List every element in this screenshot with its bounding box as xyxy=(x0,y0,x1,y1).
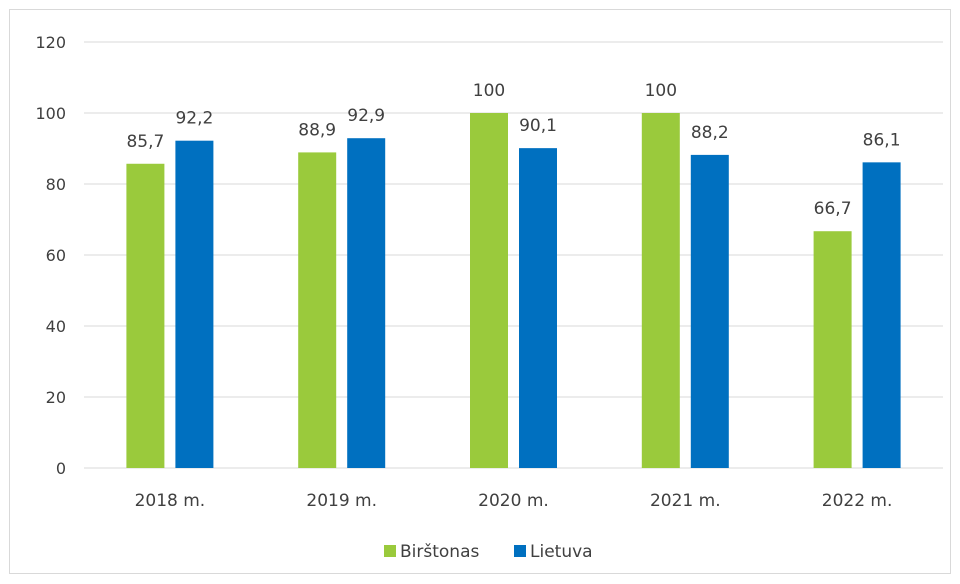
data-label: 86,1 xyxy=(863,130,901,150)
x-category-label: 2020 m. xyxy=(478,491,549,511)
x-category-label: 2021 m. xyxy=(650,491,721,511)
data-label: 85,7 xyxy=(126,132,164,152)
bar-birstonas xyxy=(298,152,337,468)
data-label: 66,7 xyxy=(814,199,852,219)
data-labels: 85,7 92,2 88,9 92,9 100 90,1 100 88,2 66,7 86,1 xyxy=(126,81,900,219)
data-label: 92,2 xyxy=(175,109,213,129)
bar-birstonas xyxy=(641,113,680,468)
legend: Birštonas Lietuva xyxy=(384,542,593,562)
x-category-label: 2019 m. xyxy=(306,491,377,511)
bar-birstonas xyxy=(813,231,852,468)
legend-swatch-lietuva xyxy=(514,545,526,557)
legend-label: Birštonas xyxy=(400,542,479,562)
y-tick-label: 0 xyxy=(56,459,66,478)
data-label: 88,9 xyxy=(298,120,336,140)
x-category-label: 2022 m. xyxy=(822,491,893,511)
bar-lietuva xyxy=(347,138,386,468)
bar-birstonas xyxy=(470,113,508,468)
x-category-label: 2018 m. xyxy=(135,491,206,511)
y-tick-label: 80 xyxy=(46,175,66,194)
data-label: 100 xyxy=(473,81,505,101)
gridlines xyxy=(84,41,943,469)
data-label: 100 xyxy=(645,81,677,101)
legend-swatch-birstonas xyxy=(384,545,396,557)
y-tick-label: 20 xyxy=(46,388,66,407)
bar-lietuva xyxy=(862,162,901,468)
bar-birstonas xyxy=(126,163,165,468)
y-tick-label: 120 xyxy=(35,33,66,52)
bars xyxy=(126,113,901,468)
x-axis-category-labels: 2018 m. 2019 m. 2020 m. 2021 m. 2022 m. xyxy=(135,491,893,511)
y-tick-label: 60 xyxy=(46,246,66,265)
data-label: 92,9 xyxy=(347,106,385,126)
bar-lietuva xyxy=(690,154,729,468)
data-label: 90,1 xyxy=(519,116,557,136)
y-axis-tick-labels: 0 20 40 60 80 100 120 xyxy=(35,33,66,478)
y-tick-label: 100 xyxy=(35,104,66,123)
bar-lietuva xyxy=(519,148,557,468)
y-tick-label: 40 xyxy=(46,317,66,336)
data-label: 88,2 xyxy=(691,123,729,143)
legend-label: Lietuva xyxy=(530,542,593,562)
bar-lietuva xyxy=(175,140,214,468)
